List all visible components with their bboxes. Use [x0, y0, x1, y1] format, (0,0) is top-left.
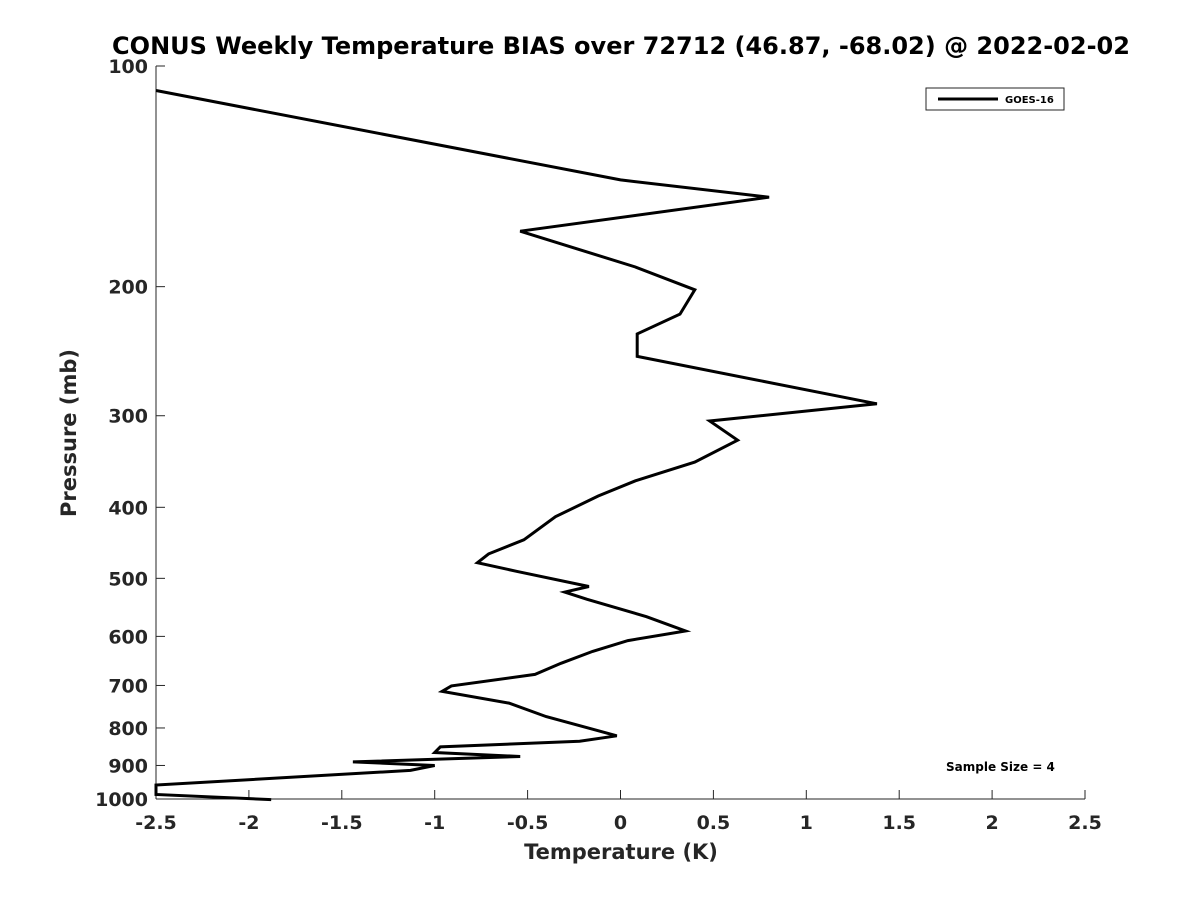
- x-tick-label: -2.5: [135, 812, 177, 834]
- x-tick-label: 2: [985, 812, 998, 834]
- x-tick-label: -0.5: [507, 812, 549, 834]
- y-axis-label: Pressure (mb): [57, 349, 81, 517]
- y-tick-label: 300: [108, 406, 148, 428]
- y-axis-ticks: 100 200 300 400 500 600 700 800 900 1000: [95, 56, 165, 811]
- x-axis-ticks: -2.5 -2 -1.5 -1 -0.5 0 0.5 1 1.5 2 2.5: [135, 790, 1102, 834]
- x-tick-label: -1.5: [321, 812, 363, 834]
- x-tick-label: 1.5: [882, 812, 916, 834]
- y-tick-label: 400: [108, 497, 148, 519]
- chart-title: CONUS Weekly Temperature BIAS over 72712…: [112, 32, 1130, 60]
- x-axis-label: Temperature (K): [524, 840, 718, 864]
- legend-label-goes-16: GOES-16: [1005, 95, 1054, 106]
- series-line-goes-16: [154, 89, 878, 802]
- y-tick-label: 1000: [95, 789, 148, 811]
- x-tick-label: -1: [424, 812, 445, 834]
- y-tick-label: 900: [108, 755, 148, 777]
- y-tick-label: 800: [108, 718, 148, 740]
- x-tick-label: 1: [800, 812, 813, 834]
- y-tick-label: 100: [108, 56, 148, 78]
- y-tick-label: 600: [108, 626, 148, 648]
- y-tick-label: 200: [108, 277, 148, 299]
- legend: GOES-16: [925, 87, 1065, 111]
- x-tick-label: 0.5: [697, 812, 731, 834]
- y-tick-label: 700: [108, 675, 148, 697]
- x-tick-label: 0: [614, 812, 627, 834]
- x-tick-label: 2.5: [1068, 812, 1102, 834]
- x-tick-label: -2: [238, 812, 259, 834]
- y-tick-label: 500: [108, 568, 148, 590]
- sample-size-annotation: Sample Size = 4: [946, 760, 1055, 774]
